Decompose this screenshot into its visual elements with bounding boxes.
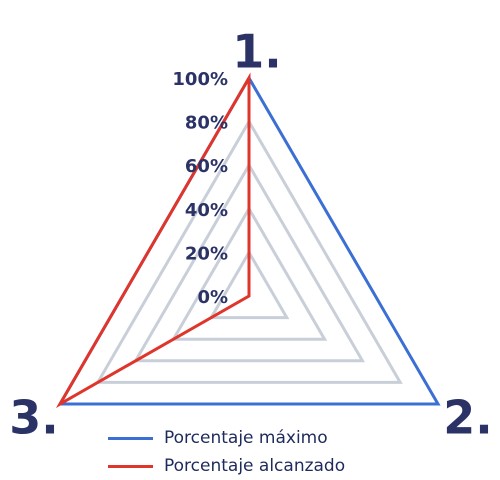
grid-ring-40 [170, 205, 328, 341]
tick-label-40: 40% [185, 200, 228, 221]
tick-label-60: 60% [185, 156, 228, 177]
chart-legend: Porcentaje máximo Porcentaje alcanzado [108, 424, 345, 480]
axis-label-1: 1. [232, 25, 281, 79]
tick-label-100: 100% [172, 69, 228, 90]
legend-swatch-max [108, 436, 153, 440]
tick-label-0: 0% [197, 287, 228, 308]
legend-swatch-achieved [108, 464, 153, 468]
legend-label-achieved: Porcentaje alcanzado [164, 456, 346, 476]
legend-item-achieved: Porcentaje alcanzado [108, 452, 345, 480]
grid-ring-60 [132, 162, 366, 363]
tick-label-20: 20% [185, 243, 228, 264]
axis-label-3: 3. [9, 391, 58, 445]
legend-label-max: Porcentaje máximo [164, 428, 328, 448]
tick-label-80: 80% [185, 113, 228, 134]
radar-axis-labels: 1. 2. 3. [9, 25, 492, 445]
radar-grid [95, 118, 403, 384]
radar-tick-labels: 0% 20% 40% 60% 80% 100% [172, 69, 228, 308]
grid-ring-20 [208, 249, 290, 320]
series-achieved-polygon [55, 72, 251, 409]
grid-ring-80 [95, 118, 403, 384]
legend-item-max: Porcentaje máximo [108, 424, 345, 452]
radar-series [55, 72, 441, 409]
axis-label-2: 2. [443, 391, 492, 445]
